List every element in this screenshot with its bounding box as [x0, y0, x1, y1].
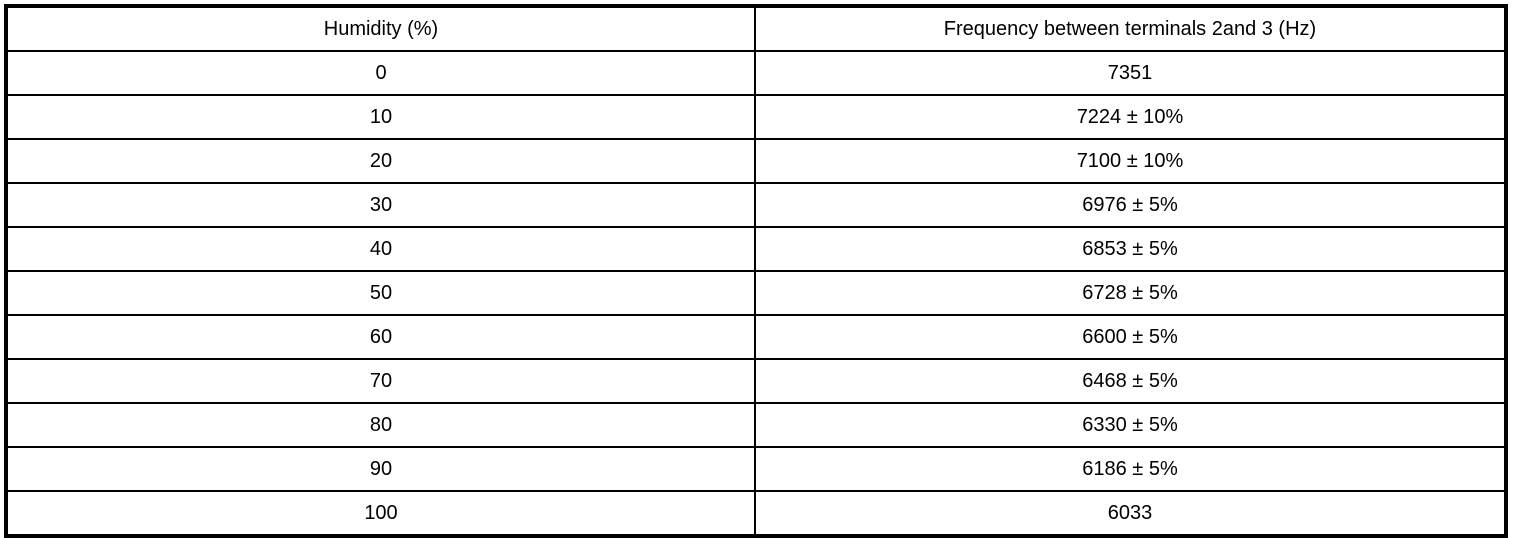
humidity-cell: 40 — [5, 226, 756, 272]
humidity-cell: 90 — [5, 446, 756, 492]
humidity-cell: 50 — [5, 270, 756, 316]
header-row: Humidity (%) Frequency between terminals… — [5, 5, 1507, 52]
table-row: 30 6976 ± 5% — [5, 182, 1507, 228]
frequency-cell: 6853 ± 5% — [754, 226, 1507, 272]
table-row: 70 6468 ± 5% — [5, 358, 1507, 404]
table-row: 60 6600 ± 5% — [5, 314, 1507, 360]
humidity-cell: 60 — [5, 314, 756, 360]
frequency-cell: 6728 ± 5% — [754, 270, 1507, 316]
frequency-cell: 6033 — [754, 490, 1507, 537]
frequency-cell: 6976 ± 5% — [754, 182, 1507, 228]
frequency-cell: 6330 ± 5% — [754, 402, 1507, 448]
table-row: 90 6186 ± 5% — [5, 446, 1507, 492]
frequency-cell: 7100 ± 10% — [754, 138, 1507, 184]
humidity-cell: 30 — [5, 182, 756, 228]
frequency-cell: 6600 ± 5% — [754, 314, 1507, 360]
table-row: 40 6853 ± 5% — [5, 226, 1507, 272]
table-row: 20 7100 ± 10% — [5, 138, 1507, 184]
humidity-cell: 10 — [5, 94, 756, 140]
frequency-cell: 7224 ± 10% — [754, 94, 1507, 140]
table-row: 50 6728 ± 5% — [5, 270, 1507, 316]
humidity-cell: 20 — [5, 138, 756, 184]
table-row: 10 7224 ± 10% — [5, 94, 1507, 140]
frequency-cell: 6468 ± 5% — [754, 358, 1507, 404]
table-row: 80 6330 ± 5% — [5, 402, 1507, 448]
table-row: 0 7351 — [5, 50, 1507, 96]
header-frequency: Frequency between terminals 2and 3 (Hz) — [754, 5, 1507, 52]
humidity-frequency-table: Humidity (%) Frequency between terminals… — [4, 4, 1508, 538]
table-row: 100 6033 — [5, 490, 1507, 537]
humidity-cell: 100 — [5, 490, 756, 537]
humidity-cell: 80 — [5, 402, 756, 448]
humidity-cell: 70 — [5, 358, 756, 404]
header-humidity: Humidity (%) — [5, 5, 756, 52]
frequency-cell: 7351 — [754, 50, 1507, 96]
humidity-cell: 0 — [5, 50, 756, 96]
frequency-cell: 6186 ± 5% — [754, 446, 1507, 492]
